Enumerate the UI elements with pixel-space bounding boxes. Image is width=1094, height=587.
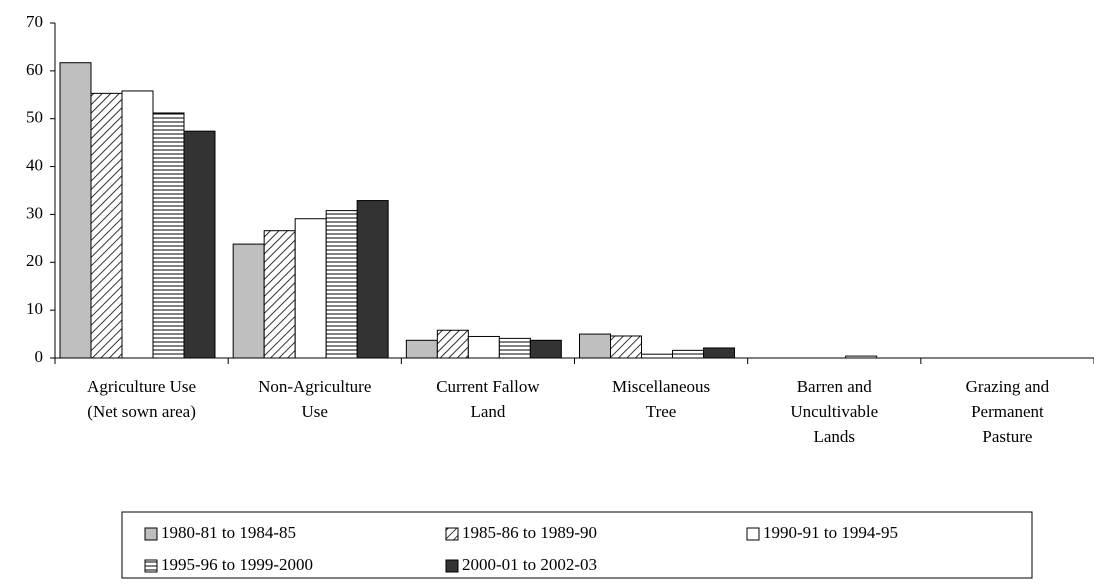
bar [325,210,358,359]
bar [90,92,123,359]
x-tick-label: Lands [813,427,855,446]
x-tick-label: Use [302,402,328,421]
legend-box [121,511,1033,579]
x-tick-label: Miscellaneous [612,377,710,396]
bar [294,218,327,359]
y-tick-label: 10 [26,299,43,318]
bar [232,243,265,359]
bar [436,329,469,359]
x-tick-label: Tree [646,402,677,421]
bar [152,112,185,359]
bar [183,130,216,359]
bar [59,62,92,359]
x-tick-label: (Net sown area) [87,402,196,421]
x-tick-label: Current Fallow [436,377,540,396]
y-tick-label: 40 [26,155,43,174]
x-tick-label: Pasture [982,427,1032,446]
y-tick-label: 30 [26,203,43,222]
legend-label: 1995-96 to 1999-2000 [161,555,313,574]
legend-swatch [746,527,760,541]
bar [263,230,296,359]
bar [610,335,642,359]
y-tick-label: 0 [35,347,44,366]
x-tick-label: Barren and [797,377,873,396]
y-tick-label: 20 [26,251,43,270]
legend-label: 2000-01 to 2002-03 [462,555,597,574]
y-tick-label: 70 [26,12,43,31]
y-tick-label: 50 [26,108,43,127]
bar [121,90,154,359]
legend-label: 1985-86 to 1989-90 [462,523,597,542]
legend-swatch [144,527,158,541]
x-tick-label: Agriculture Use [87,377,196,396]
legend-label: 1980-81 to 1984-85 [161,523,296,542]
x-tick-label: Permanent [971,402,1044,421]
bar [641,353,673,359]
bar [703,347,735,359]
y-tick-label: 60 [26,60,43,79]
legend-swatch [445,527,459,541]
legend-label: 1990-91 to 1994-95 [763,523,898,542]
x-tick-label: Uncultivable [790,402,878,421]
bar [498,337,531,359]
bar [405,339,438,359]
legend-swatch [144,559,158,573]
x-tick-label: Land [470,402,505,421]
bar [672,349,704,359]
bar [529,339,562,359]
bar [467,335,500,359]
legend-swatch [445,559,459,573]
x-tick-label: Non-Agriculture [258,377,371,396]
bar [845,355,878,359]
bar [579,333,611,359]
x-tick-label: Grazing and [966,377,1050,396]
bar [356,200,389,359]
